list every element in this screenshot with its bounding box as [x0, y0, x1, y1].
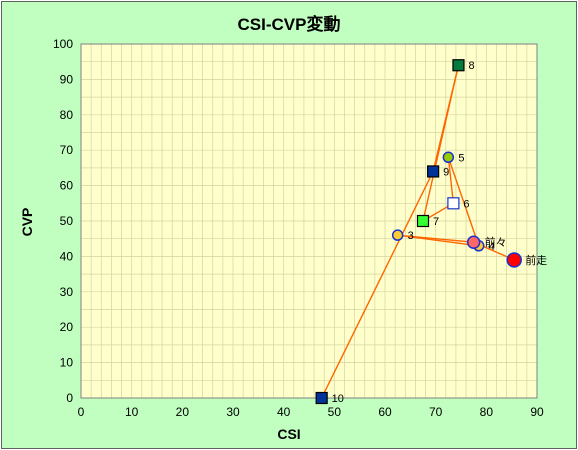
connector-line — [321, 171, 434, 399]
marker-circle — [442, 151, 455, 164]
point-label: 7 — [433, 216, 439, 228]
marker-square — [427, 165, 440, 178]
point-label: 5 — [458, 152, 464, 164]
point-label: 8 — [468, 60, 474, 72]
point-label: 4 — [489, 241, 495, 253]
x-axis-label: CSI — [277, 426, 300, 442]
x-tick-label: 60 — [378, 405, 392, 419]
x-tick-label: 50 — [328, 405, 342, 419]
connector-line — [397, 234, 474, 243]
gridlines — [80, 43, 538, 399]
y-tick-label: 50 — [60, 214, 74, 228]
y-axis-label: CVP — [19, 208, 35, 237]
point-label: 10 — [332, 393, 344, 405]
y-tick-label: 100 — [53, 37, 73, 51]
plot-border — [80, 43, 538, 399]
y-tick-label: 90 — [60, 72, 74, 86]
connector-line — [447, 157, 480, 247]
y-axis-ticks: 0 10 20 30 40 50 60 70 80 90 100 — [53, 37, 73, 405]
marker-square — [416, 214, 430, 228]
point-label: 9 — [443, 166, 449, 178]
marker-square — [315, 391, 328, 405]
marker-square — [447, 197, 460, 210]
x-axis-ticks: 0 10 20 30 40 50 60 70 80 90 — [78, 405, 544, 419]
y-tick-label: 30 — [60, 285, 74, 299]
x-tick-label: 90 — [530, 405, 544, 419]
point-label: 3 — [408, 230, 414, 242]
y-tick-label: 20 — [60, 320, 74, 334]
x-tick-label: 10 — [125, 405, 139, 419]
marker-circle — [506, 252, 522, 268]
y-tick-label: 60 — [60, 179, 74, 193]
y-tick-label: 80 — [60, 108, 74, 122]
x-tick-label: 80 — [480, 405, 494, 419]
x-tick-label: 20 — [176, 405, 190, 419]
marker-square — [452, 59, 465, 72]
chart-title: CSI-CVP変動 — [238, 14, 341, 34]
data-markers — [315, 59, 522, 405]
connector-line — [422, 65, 460, 222]
point-label: 前走 — [525, 253, 547, 267]
y-tick-label: 10 — [60, 356, 74, 370]
marker-circle — [466, 235, 481, 249]
marker-circle — [391, 229, 404, 241]
y-tick-label: 70 — [60, 143, 74, 157]
point-label: 6 — [463, 198, 469, 210]
x-tick-label: 0 — [78, 405, 85, 419]
x-tick-label: 30 — [226, 405, 240, 419]
x-tick-label: 40 — [277, 405, 291, 419]
y-tick-label: 40 — [60, 249, 74, 263]
point-label: 前々 — [485, 235, 507, 249]
x-tick-label: 70 — [429, 405, 443, 419]
y-tick-label: 0 — [66, 391, 73, 405]
connector-line — [447, 157, 455, 204]
